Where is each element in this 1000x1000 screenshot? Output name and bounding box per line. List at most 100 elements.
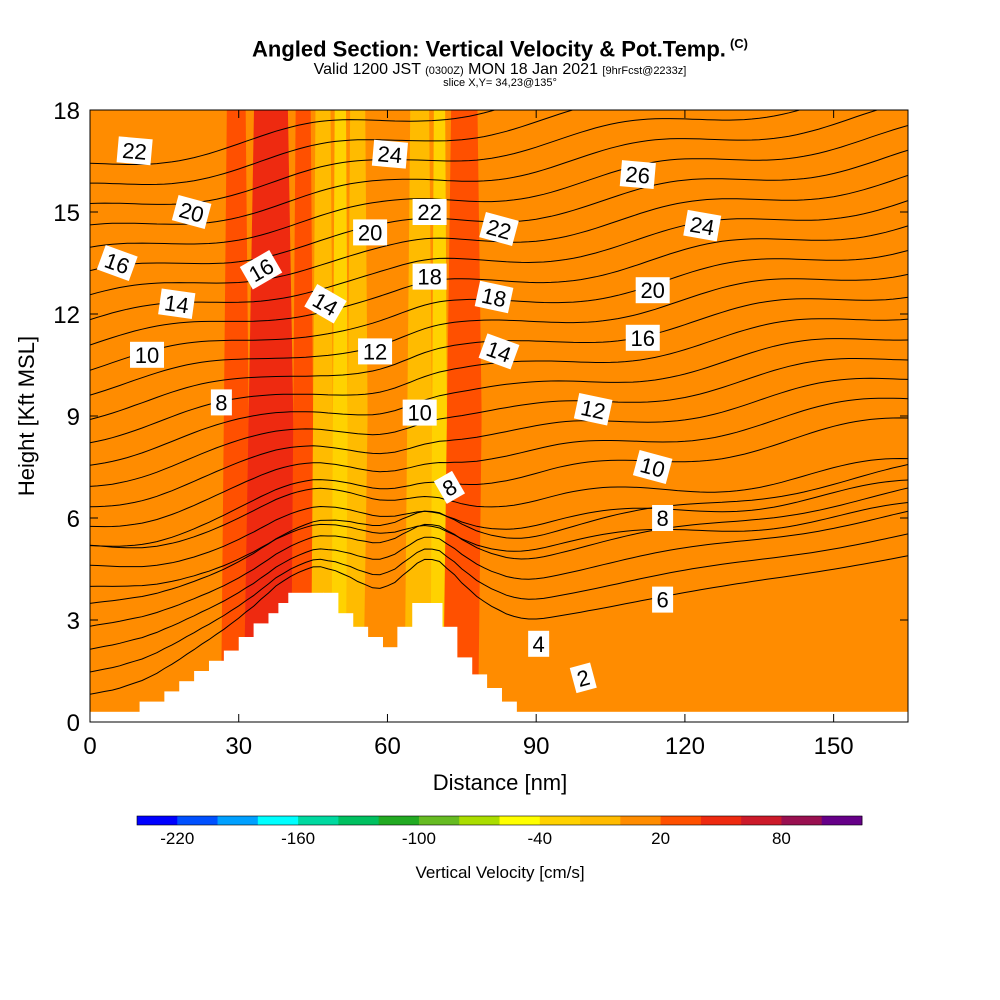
valid-utc: (0300Z) (425, 65, 464, 77)
contour-label-box (619, 160, 656, 190)
y-tick-label: 0 (67, 710, 80, 737)
contour-label-box (96, 244, 138, 282)
terrain-block (501, 701, 517, 722)
contour-label-box (528, 630, 550, 657)
contour-label: 20 (171, 195, 212, 229)
velocity-fill-layer (90, 110, 908, 722)
theta-contour (90, 110, 497, 165)
contour-label: 18 (474, 280, 514, 314)
terrain-block (323, 592, 339, 722)
contour-label-box (474, 280, 514, 314)
theta-contour (90, 487, 908, 627)
y-axis: 0 3 6 9 12 15 18 (53, 98, 908, 737)
contour-label-text: 20 (640, 278, 664, 303)
terrain-block (397, 626, 413, 722)
colorbar-swatch (217, 816, 259, 825)
terrain-block (412, 603, 443, 722)
contour-label: 4 (528, 630, 550, 657)
contour-label-text: 18 (417, 265, 441, 290)
colorbar-tick-label: -160 (281, 829, 315, 848)
contour-label-box (652, 505, 674, 531)
velocity-band (622, 110, 758, 722)
y-tick-label: 6 (67, 506, 80, 533)
contour-label-text: 24 (377, 141, 404, 168)
x-tick-label: 60 (374, 733, 401, 760)
contour-label-box (239, 250, 283, 290)
contour-label-text: 22 (121, 138, 148, 165)
terrain-block (194, 671, 210, 722)
contour-label-box (171, 195, 212, 229)
terrain-block (441, 626, 458, 722)
velocity-band (331, 110, 350, 722)
terrain-block (268, 613, 279, 722)
contour-label-box (130, 341, 165, 368)
terrain-block (367, 637, 383, 722)
colorbar-tick-label: -100 (402, 829, 436, 848)
contour-label: 20 (635, 277, 670, 304)
velocity-band (345, 110, 371, 722)
terrain-block (486, 688, 502, 722)
contour-label: 12 (358, 338, 393, 365)
terrain-block (164, 691, 180, 722)
y-tick-label: 3 (67, 608, 80, 635)
theta-contour (90, 502, 908, 587)
colorbar-swatch (539, 816, 581, 825)
theta-contour (90, 533, 908, 673)
theta-contour (90, 358, 908, 487)
x-tick-label: 120 (665, 733, 705, 760)
terrain-layer (90, 592, 908, 722)
terrain-block (382, 647, 398, 722)
terrain-block (208, 660, 225, 722)
colorbar-swatch (741, 816, 782, 825)
contour-label-box (478, 333, 520, 370)
contour-label-box (625, 324, 660, 351)
contour-label-box (158, 288, 196, 320)
contour-label: 8 (433, 470, 466, 504)
theta-contour (90, 397, 908, 528)
colorbar-swatch (781, 816, 823, 825)
colorbar-swatch (257, 816, 299, 825)
colorbar-swatch (459, 816, 500, 825)
contour-label-box (412, 199, 447, 225)
x-axis-label: Distance [nm] (433, 770, 568, 795)
contour-label-text: 16 (631, 326, 655, 351)
colorbar-tick-label: 80 (772, 829, 791, 848)
contour-label: 8 (210, 389, 232, 416)
slice-info: slice X,Y= 34,23@135° (443, 77, 557, 89)
contour-label-box (358, 338, 393, 365)
contour-label: 14 (158, 288, 196, 320)
contour-label-text: 12 (579, 395, 608, 425)
terrain-block (352, 626, 369, 722)
contour-label-box (479, 212, 519, 246)
colorbar-swatch (137, 816, 178, 825)
velocity-band (430, 110, 449, 722)
theta-contour (90, 225, 908, 346)
terrain-block (90, 711, 141, 722)
contour-label: 6 (652, 586, 674, 613)
theta-contour (90, 457, 908, 549)
contour-label-box (683, 209, 722, 242)
colorbar-swatch (700, 816, 742, 825)
title-main-text: Angled Section: Vertical Velocity & Pot.… (252, 36, 726, 62)
velocity-band (789, 110, 839, 722)
colorbar-title: Vertical Velocity [cm/s] (415, 863, 585, 882)
contour-label-text: 18 (479, 283, 508, 313)
contour-label: 10 (402, 399, 437, 426)
forecast-info: [9hrFcst@2233z] (602, 65, 687, 77)
theta-contour (90, 125, 908, 248)
terrain-block (238, 637, 255, 722)
contour-label: 20 (353, 219, 388, 246)
theta-contour (90, 417, 908, 547)
y-axis-label: Height [Kft MSL] (14, 336, 39, 496)
contour-label: 8 (652, 505, 674, 531)
velocity-band (505, 110, 567, 722)
contour-label-box (652, 586, 674, 613)
contour-label-box (353, 219, 388, 246)
contour-label: 26 (619, 160, 656, 190)
x-axis: 0 30 60 90 120 150 (83, 110, 854, 760)
theta-contour (90, 464, 908, 604)
terrain-block (516, 711, 908, 722)
theta-contour (90, 479, 908, 568)
contour-label-box (210, 389, 232, 416)
